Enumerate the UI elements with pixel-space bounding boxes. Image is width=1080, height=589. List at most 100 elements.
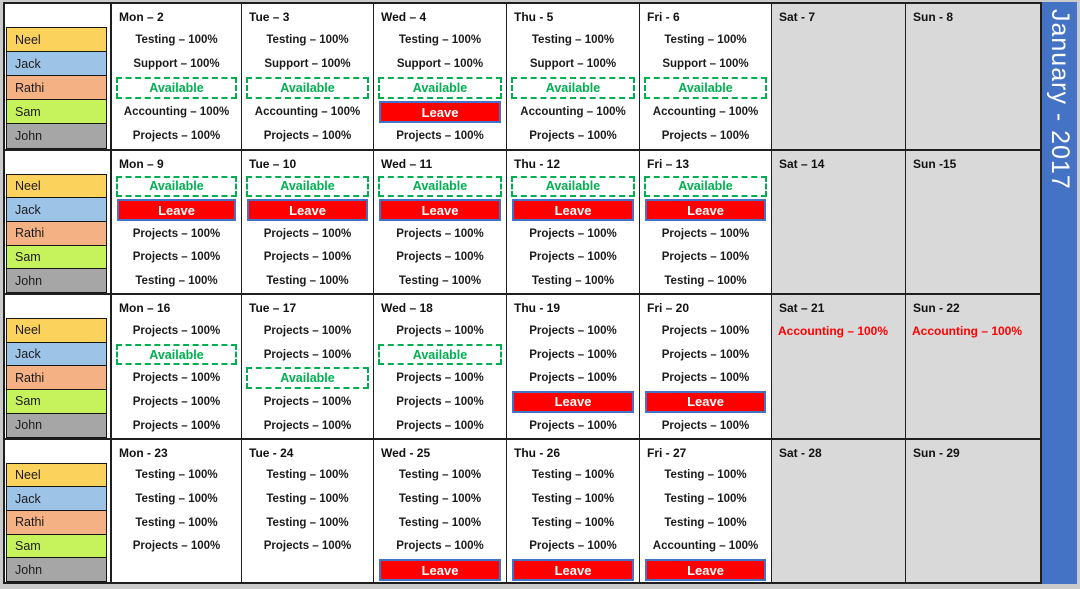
leave-box-jack[interactable]: Leave	[512, 199, 634, 221]
day-cell-thu-12[interactable]: Thu - 12 Available Leave Projects – 100% Pro…	[507, 150, 640, 293]
available-box-rathi[interactable]: Available	[511, 77, 635, 100]
leave-box-sam[interactable]: Leave	[645, 391, 766, 413]
entry-empty-jack	[772, 198, 905, 222]
day-cell-fri-13[interactable]: Fri – 13 Available Leave Projects – 100% Pro…	[640, 150, 772, 293]
day-cell-thu-19[interactable]: Thu - 19 Projects – 100% Projects – 100% Pr…	[507, 295, 640, 438]
day-cell-wed-11[interactable]: Wed – 11 Available Leave Projects – 100% Pro…	[374, 150, 507, 293]
entry-empty-neel	[906, 464, 1040, 488]
name-cell-neel[interactable]: Neel	[6, 173, 107, 199]
name-cell-jack[interactable]: Jack	[6, 197, 107, 222]
entry-task-john: Projects – 100%	[529, 419, 617, 432]
day-cell-wed-25[interactable]: Wed - 25 Testing – 100% Testing – 100% Test…	[374, 439, 507, 582]
name-cell-rathi[interactable]: Rathi	[6, 75, 107, 101]
available-box-rathi[interactable]: Available	[116, 77, 237, 100]
day-header-label: Tue – 10	[249, 156, 297, 171]
entry-task-sam: Accounting – 100%	[123, 106, 230, 119]
entry-available-neel: Available	[112, 175, 241, 199]
available-box-neel[interactable]: Available	[116, 175, 237, 198]
name-cell-sam[interactable]: Sam	[6, 533, 107, 559]
day-header-label: Sat – 14	[779, 156, 825, 171]
day-cell-sun-29[interactable]: Sun - 29	[906, 439, 1040, 582]
day-cell-sun-22[interactable]: Sun - 22 Accounting – 100%	[906, 295, 1040, 438]
entry-empty-rathi	[772, 511, 905, 535]
name-cell-rathi[interactable]: Rathi	[6, 509, 107, 535]
leave-box-jack[interactable]: Leave	[379, 199, 501, 221]
name-cell-neel[interactable]: Neel	[6, 27, 107, 53]
entry-task-sam: Projects – 100%	[396, 395, 484, 408]
entry-leave-john: Leave	[640, 558, 771, 582]
day-cell-sat-14[interactable]: Sat – 14	[772, 150, 906, 293]
entry-leave-jack: Leave	[507, 198, 639, 222]
day-cell-thu-5[interactable]: Thu - 5 Testing – 100% Support – 100% Avail…	[507, 4, 640, 149]
entry-task-jack: Testing – 100%	[531, 493, 615, 506]
day-cell-sat-28[interactable]: Sat - 28	[772, 439, 906, 582]
available-box-rathi[interactable]: Available	[246, 367, 369, 390]
entry-task-sam: Accounting – 100%	[254, 106, 361, 119]
leave-box-john[interactable]: Leave	[645, 559, 766, 581]
name-cell-sam[interactable]: Sam	[6, 99, 107, 125]
name-cell-john[interactable]: John	[6, 412, 107, 438]
leave-box-john[interactable]: Leave	[379, 559, 501, 581]
entry-empty-john	[772, 414, 905, 438]
day-cell-mon-23[interactable]: Mon - 23 Testing – 100% Testing – 100% Test…	[112, 439, 242, 582]
entry-empty-neel	[772, 175, 905, 199]
day-cell-mon-2[interactable]: Mon – 2 Testing – 100% Support – 100% Avail…	[112, 4, 242, 149]
day-cell-tue-17[interactable]: Tue – 17 Projects – 100% Projects – 100% Av…	[242, 295, 374, 438]
name-cell-john[interactable]: John	[6, 268, 107, 293]
name-cell-sam[interactable]: Sam	[6, 389, 107, 414]
available-box-rathi[interactable]: Available	[644, 77, 767, 100]
leave-box-jack[interactable]: Leave	[117, 199, 236, 221]
entry-task-john: Projects – 100%	[263, 419, 352, 432]
entry-task-neel: Projects – 100%	[132, 324, 221, 337]
entry-empty-john	[242, 558, 373, 582]
available-box-jack[interactable]: Available	[378, 343, 502, 366]
day-cell-mon-9[interactable]: Mon – 9 Available Leave Projects – 100% Proj…	[112, 150, 242, 293]
available-box-neel[interactable]: Available	[378, 175, 502, 198]
day-header-label: Fri - 6	[647, 10, 680, 24]
day-cell-sun-8[interactable]: Sun - 8	[906, 4, 1040, 149]
available-box-rathi[interactable]: Available	[378, 77, 502, 100]
day-cell-sat-7[interactable]: Sat - 7	[772, 4, 906, 149]
entry-task-rathi: Projects – 100%	[396, 227, 484, 240]
day-cell-tue-10[interactable]: Tue – 10 Available Leave Projects – 100% Pro…	[242, 150, 374, 293]
name-cell-john[interactable]: John	[6, 123, 107, 149]
name-cell-neel[interactable]: Neel	[6, 462, 107, 488]
leave-box-jack[interactable]: Leave	[247, 199, 368, 221]
name-cell-rathi[interactable]: Rathi	[6, 365, 107, 391]
leave-box-sam[interactable]: Leave	[512, 391, 634, 413]
day-cell-fri-20[interactable]: Fri – 20 Projects – 100% Projects – 100% Pr…	[640, 295, 772, 438]
day-cell-tue-3[interactable]: Tue – 3 Testing – 100% Support – 100% Avail…	[242, 4, 374, 149]
day-cell-sun-15[interactable]: Sun -15	[906, 150, 1040, 293]
leave-box-jack[interactable]: Leave	[645, 199, 766, 221]
leave-box-john[interactable]: Leave	[512, 559, 634, 581]
day-cell-wed-18[interactable]: Wed – 18 Projects – 100% Available Projects…	[374, 295, 507, 438]
day-cell-fri-27[interactable]: Fri - 27 Testing – 100% Testing – 100% Test…	[640, 439, 772, 582]
entry-task-john: Projects – 100%	[263, 130, 352, 143]
day-header-label: Sat - 28	[779, 445, 822, 460]
name-cell-neel[interactable]: Neel	[6, 318, 107, 343]
day-cell-mon-16[interactable]: Mon – 16 Projects – 100% Available Projects…	[112, 295, 242, 438]
leave-box-sam[interactable]: Leave	[379, 101, 501, 124]
available-box-neel[interactable]: Available	[644, 175, 767, 198]
day-cell-thu-26[interactable]: Thu - 26 Testing – 100% Testing – 100% Test…	[507, 439, 640, 582]
name-cell-jack[interactable]: Jack	[6, 486, 107, 511]
name-cell-sam[interactable]: Sam	[6, 244, 107, 270]
entry-task-john: Projects – 100%	[661, 130, 750, 143]
available-box-rathi[interactable]: Available	[246, 77, 369, 100]
day-cell-sat-21[interactable]: Sat – 21 Accounting – 100%	[772, 295, 906, 438]
available-box-jack[interactable]: Available	[116, 343, 237, 366]
name-cell-rathi[interactable]: Rathi	[6, 220, 107, 246]
entry-available-jack: Available	[374, 343, 506, 367]
day-cell-fri-6[interactable]: Fri - 6 Testing – 100% Support – 100% Avail…	[640, 4, 772, 149]
name-cell-jack[interactable]: Jack	[6, 341, 107, 367]
entry-leave-sam: Leave	[640, 390, 771, 414]
day-cell-tue-24[interactable]: Tue - 24 Testing – 100% Testing – 100% Test…	[242, 439, 374, 582]
entry-available-rathi: Available	[507, 76, 639, 100]
available-box-neel[interactable]: Available	[246, 175, 369, 198]
day-header-label: Thu - 19	[514, 301, 561, 315]
names-column-header-space	[5, 4, 110, 28]
day-cell-wed-4[interactable]: Wed – 4 Testing – 100% Support – 100% Avail…	[374, 4, 507, 149]
name-cell-john[interactable]: John	[6, 557, 107, 582]
available-box-neel[interactable]: Available	[511, 175, 635, 198]
name-cell-jack[interactable]: Jack	[6, 51, 107, 77]
